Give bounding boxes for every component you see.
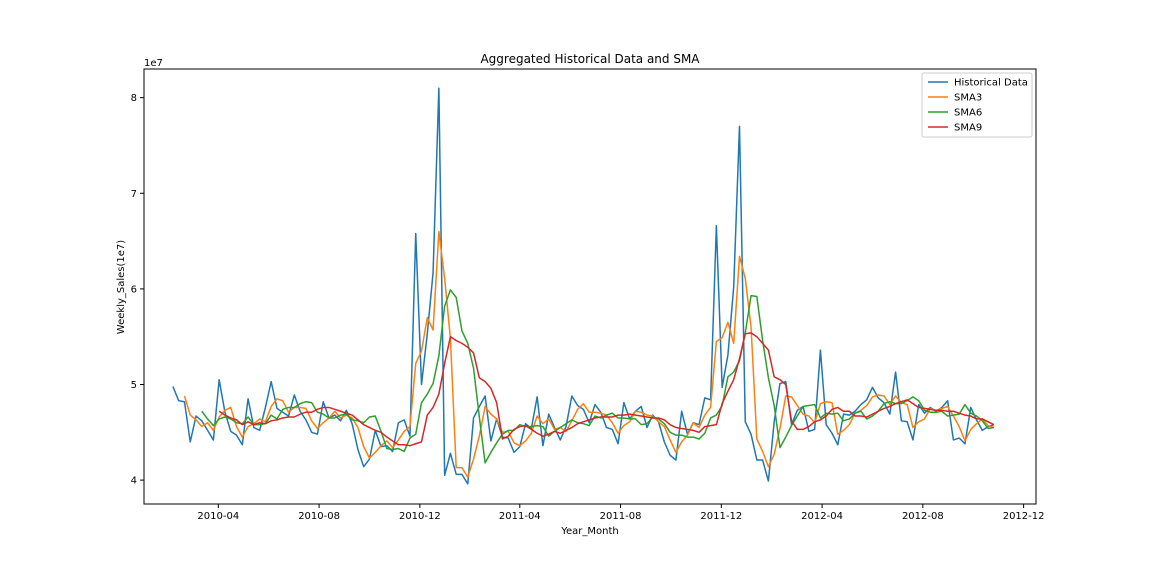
x-tick-label: 2011-04 <box>499 511 541 522</box>
y-tick-label: 4 <box>131 476 137 487</box>
legend-label: SMA6 <box>954 108 982 119</box>
plot-frame <box>143 68 1037 505</box>
x-axis: 2010-04 2010-08 2010-12 2011-04 2011-08 2011-… <box>197 504 1045 522</box>
series-line-sma9 <box>218 332 995 447</box>
y-axis: 4 5 6 7 8 <box>131 93 144 487</box>
y-tick-label: 8 <box>131 93 137 104</box>
x-tick-label: 2011-08 <box>600 511 642 522</box>
series-line-historical-data <box>172 87 995 485</box>
legend-label: SMA3 <box>954 93 982 104</box>
legend-box <box>921 72 1033 138</box>
legend: Historical Data SMA3 SMA6 SMA9 <box>921 72 1033 138</box>
x-tick-label: 2010-12 <box>399 511 441 522</box>
chart-title: Aggregated Historical Data and SMA <box>480 52 700 66</box>
x-tick-label: 2011-12 <box>700 511 742 522</box>
y-axis-title: Weekly_Sales(1e7) <box>116 240 127 334</box>
x-axis-title: Year_Month <box>560 526 619 537</box>
legend-label: SMA9 <box>954 123 982 134</box>
x-tick-label: 2010-04 <box>197 511 239 522</box>
legend-label: Historical Data <box>954 78 1028 89</box>
x-tick-label: 2012-04 <box>801 511 843 522</box>
y-axis-offset-label: 1e7 <box>144 58 163 69</box>
y-tick-label: 6 <box>131 284 137 295</box>
x-tick-label: 2012-12 <box>1003 511 1045 522</box>
series-layer <box>172 87 995 485</box>
x-tick-label: 2010-08 <box>298 511 340 522</box>
y-tick-label: 5 <box>131 380 137 391</box>
x-tick-label: 2012-08 <box>902 511 944 522</box>
y-tick-label: 7 <box>131 189 137 200</box>
